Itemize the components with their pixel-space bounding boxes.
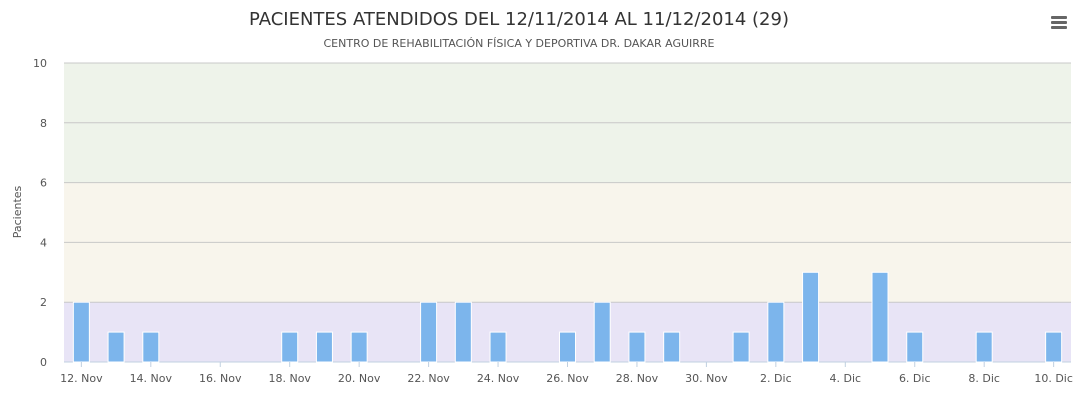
bar[interactable]	[560, 332, 576, 362]
x-tick-label: 16. Nov	[199, 372, 242, 385]
bar[interactable]	[872, 272, 888, 362]
x-tick-label: 12. Nov	[60, 372, 103, 385]
bar[interactable]	[768, 302, 784, 362]
bar[interactable]	[803, 272, 819, 362]
bar[interactable]	[1046, 332, 1062, 362]
y-tick-label: 4	[40, 236, 47, 249]
bar[interactable]	[455, 302, 471, 362]
y-tick-label: 6	[40, 177, 47, 190]
x-tick-label: 18. Nov	[268, 372, 311, 385]
y-tick-label: 10	[33, 57, 47, 70]
chart-title: PACIENTES ATENDIDOS DEL 12/11/2014 AL 11…	[249, 9, 789, 30]
y-tick-label: 8	[40, 117, 47, 130]
x-tick-label: 2. Dic	[760, 372, 792, 385]
bar[interactable]	[421, 302, 437, 362]
x-tick-label: 10. Dic	[1034, 372, 1073, 385]
hamburger-menu-icon[interactable]	[1048, 12, 1070, 32]
x-axis-ticks: 12. Nov 14. Nov 16. Nov 18. Nov 20. Nov 22. N…	[60, 362, 1073, 385]
bar[interactable]	[143, 332, 159, 362]
x-tick-label: 6. Dic	[899, 372, 931, 385]
y-axis-label: Pacientes	[11, 185, 24, 238]
bar[interactable]	[108, 332, 124, 362]
bar[interactable]	[664, 332, 680, 362]
x-tick-label: 26. Nov	[546, 372, 589, 385]
bar[interactable]	[594, 302, 610, 362]
bar[interactable]	[490, 332, 506, 362]
y-tick-label: 2	[40, 296, 47, 309]
x-tick-label: 22. Nov	[407, 372, 450, 385]
bar[interactable]	[316, 332, 332, 362]
bar[interactable]	[351, 332, 367, 362]
y-tick-label: 0	[40, 356, 47, 369]
x-tick-label: 30. Nov	[685, 372, 728, 385]
x-tick-label: 8. Dic	[968, 372, 1000, 385]
x-tick-label: 14. Nov	[130, 372, 173, 385]
bar[interactable]	[629, 332, 645, 362]
bar[interactable]	[73, 302, 89, 362]
bar[interactable]	[282, 332, 298, 362]
chart-subtitle: CENTRO DE REHABILITACIÓN FÍSICA Y DEPORT…	[323, 37, 714, 50]
x-tick-label: 24. Nov	[477, 372, 520, 385]
bar[interactable]	[976, 332, 992, 362]
x-tick-label: 4. Dic	[830, 372, 862, 385]
x-tick-label: 20. Nov	[338, 372, 381, 385]
plot-bands	[64, 63, 1071, 362]
bar[interactable]	[733, 332, 749, 362]
y-axis-ticks: 0 2 4 6 8 10	[33, 57, 47, 369]
x-tick-label: 28. Nov	[616, 372, 659, 385]
bar[interactable]	[907, 332, 923, 362]
